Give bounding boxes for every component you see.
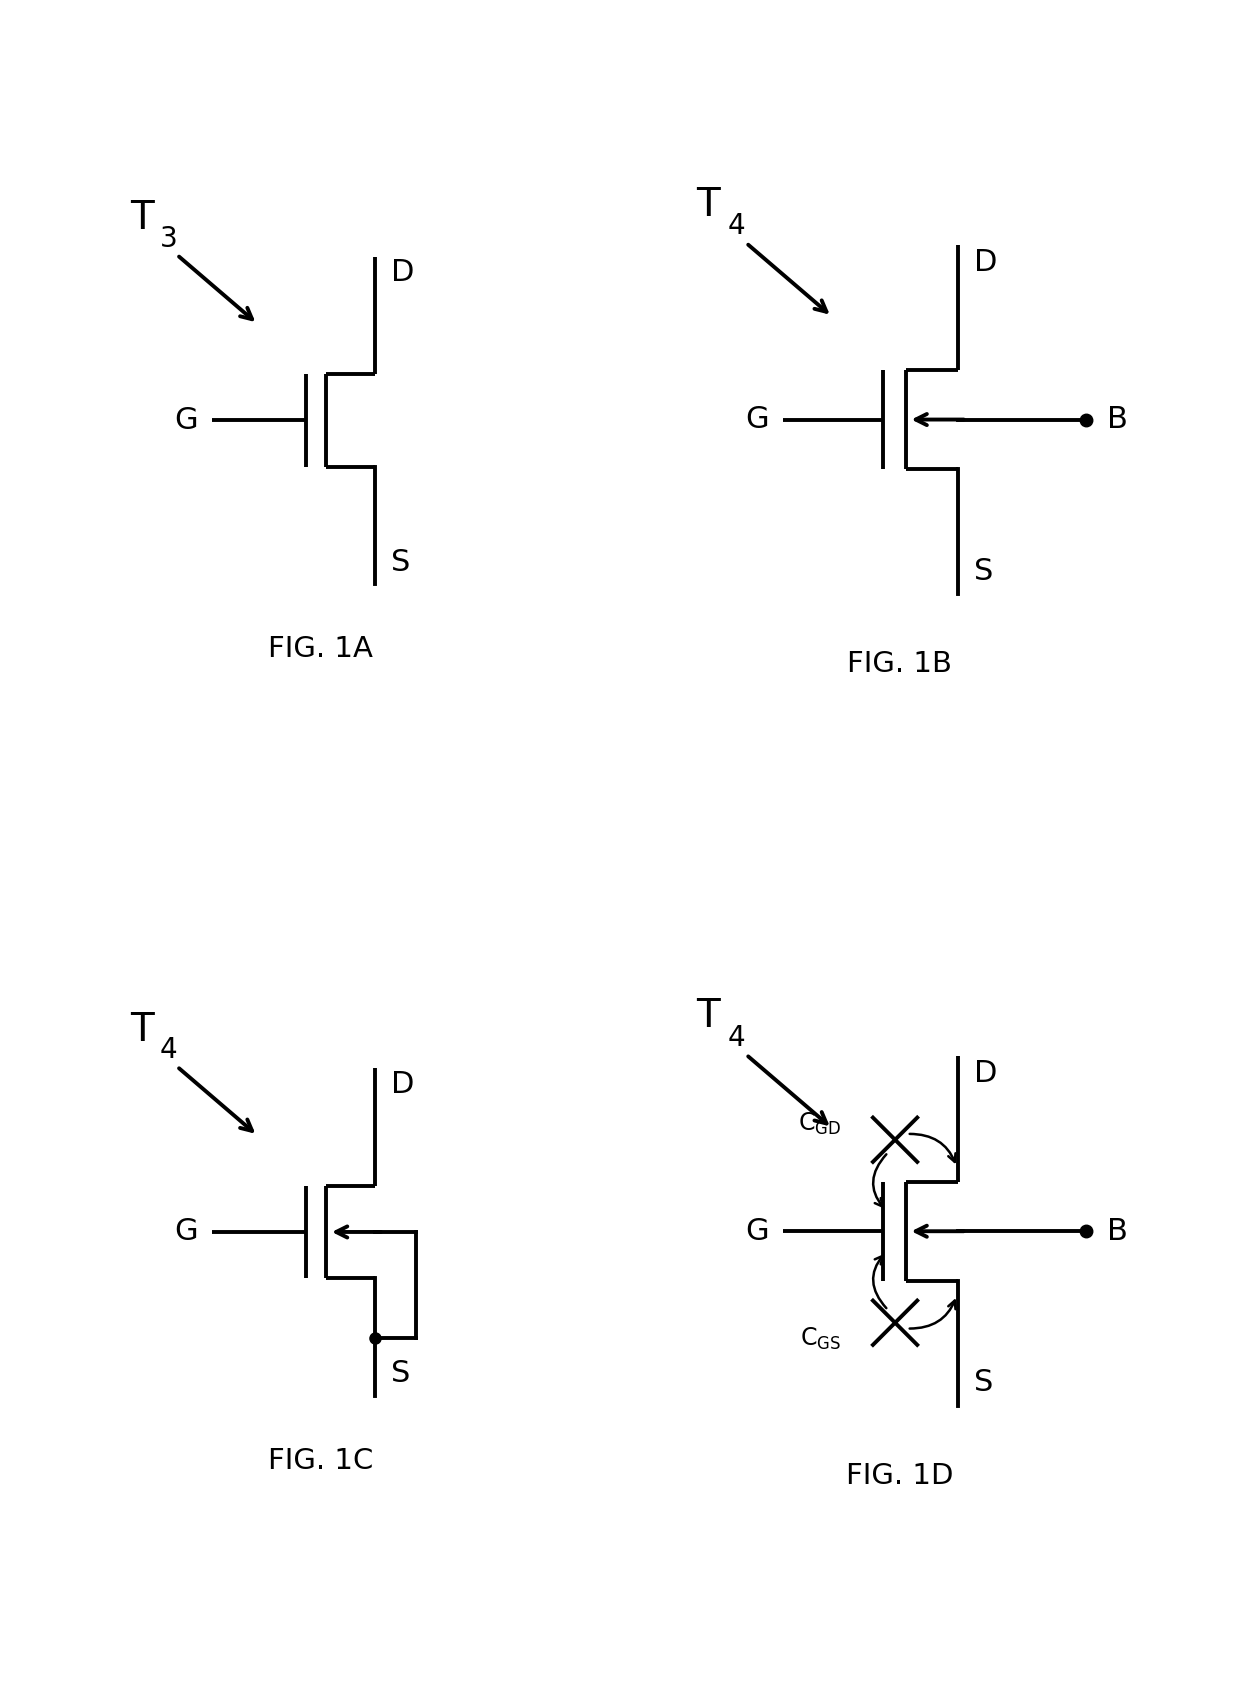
Text: S: S [391,548,410,577]
Text: FIG. 1B: FIG. 1B [847,651,952,678]
Text: G: G [175,406,198,435]
Text: T: T [130,1011,154,1048]
Text: D: D [391,259,414,287]
Text: FIG. 1A: FIG. 1A [269,636,373,663]
Text: 4: 4 [728,1023,745,1052]
Text: FIG. 1D: FIG. 1D [846,1463,954,1490]
Text: 4: 4 [728,211,745,240]
Text: S: S [391,1360,410,1388]
Text: 3: 3 [160,225,177,252]
Text: G: G [745,406,769,435]
Text: D: D [975,1059,998,1089]
Text: S: S [975,1368,993,1397]
Text: 4: 4 [160,1037,177,1064]
Text: T: T [696,186,719,223]
Text: G: G [745,1218,769,1246]
Text: B: B [1106,1218,1127,1246]
Text: B: B [1106,406,1127,435]
Text: D: D [391,1070,414,1099]
Text: $\mathregular{C_{GD}}$: $\mathregular{C_{GD}}$ [797,1111,841,1136]
Text: D: D [975,247,998,277]
Text: T: T [696,998,719,1035]
Text: G: G [175,1218,198,1246]
Text: S: S [975,556,993,585]
Text: $\mathregular{C_{GS}}$: $\mathregular{C_{GS}}$ [800,1326,841,1353]
Text: T: T [130,200,154,237]
Text: FIG. 1C: FIG. 1C [268,1447,373,1475]
